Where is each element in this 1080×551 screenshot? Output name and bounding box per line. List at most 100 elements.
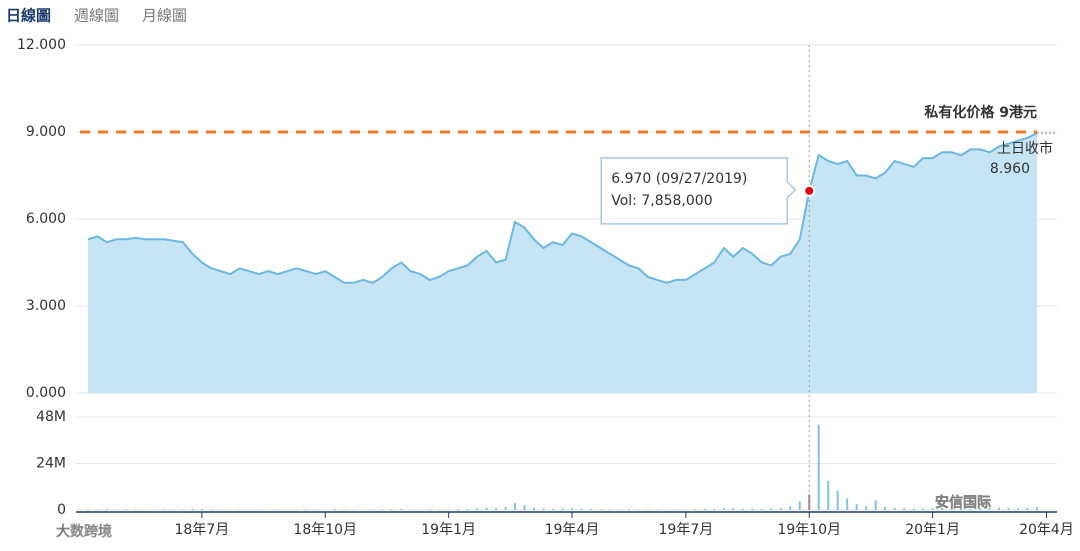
x-tick-label: 19年1月 — [421, 522, 476, 538]
volume-bar — [637, 509, 640, 510]
volume-bar — [580, 508, 583, 510]
volume-bar — [751, 508, 754, 510]
volume-bar — [295, 509, 298, 510]
volume-bar — [172, 509, 175, 510]
volume-bar — [438, 509, 441, 510]
tooltip-price: 6.970 (09/27/2019) — [611, 171, 747, 187]
last-close-label: 上日收市 — [997, 140, 1053, 157]
volume-bar — [210, 509, 213, 510]
volume-bar — [1026, 508, 1029, 510]
volume-bar — [87, 509, 89, 510]
volume-bar — [960, 508, 963, 510]
volume-bar — [760, 509, 763, 510]
volume-bar — [713, 508, 716, 510]
volume-bar — [96, 509, 99, 510]
tooltip-volume: Vol: 7,858,000 — [611, 193, 712, 209]
tab-daily[interactable]: 日線圖 — [6, 7, 51, 25]
x-tick-label: 18年10月 — [293, 522, 357, 538]
y-tick-label: 3.000 — [26, 298, 66, 314]
volume-bar — [428, 509, 431, 510]
volume-bar — [732, 508, 735, 510]
volume-bar — [846, 498, 849, 510]
volume-bar — [200, 509, 203, 510]
y-tick-label: 9.000 — [26, 124, 66, 140]
volume-bar — [466, 508, 469, 510]
volume-bar — [675, 509, 678, 510]
volume-bar — [352, 509, 355, 510]
volume-bar — [741, 508, 744, 510]
volume-bar — [1017, 508, 1020, 510]
volume-bar — [770, 508, 773, 510]
volume-bar — [476, 508, 479, 510]
volume-bar — [409, 509, 412, 510]
volume-bar — [1007, 508, 1010, 510]
volume-bar — [656, 509, 659, 510]
x-tick-label: 18年7月 — [175, 522, 230, 538]
volume-bar — [238, 509, 241, 510]
volume-bar — [979, 508, 982, 510]
volume-bar — [457, 509, 460, 510]
volume-bar — [447, 509, 450, 510]
volume-bar — [523, 505, 526, 510]
volume-bar — [589, 509, 592, 510]
volume-bar — [333, 509, 336, 510]
volume-bar — [390, 509, 393, 510]
price-line — [87, 132, 1038, 284]
overlay: 18年7月 18年10月 19年1月 19年4月 19年7月 19年10月 20年1月 20年… — [56, 45, 1074, 540]
volume-bar — [969, 508, 972, 510]
volume-bar — [722, 508, 725, 510]
volume-bar — [124, 509, 127, 510]
volume-bar — [371, 509, 374, 510]
watermark: 大数跨境 — [56, 524, 112, 540]
volume-bar — [684, 509, 687, 510]
volume-bar — [703, 509, 706, 510]
volume-bar — [504, 507, 507, 510]
volume-bar — [134, 509, 137, 510]
x-tick-label: 19年7月 — [659, 522, 714, 538]
volume-bar — [162, 509, 165, 510]
volume-bar — [798, 501, 801, 510]
volume-bar — [495, 508, 498, 510]
volume-bar — [219, 509, 222, 510]
volume-bar — [105, 509, 108, 510]
volume-bar — [618, 509, 621, 510]
volume-bar — [779, 508, 782, 510]
volume-bar — [181, 509, 184, 510]
y-tick-label: 0.000 — [26, 385, 66, 401]
tooltip-volume-mark — [808, 494, 811, 510]
x-tick-label: 20年4月 — [1019, 522, 1074, 538]
volume-bar — [533, 507, 536, 510]
x-tick-label: 20年1月 — [905, 522, 960, 538]
last-close-value: 8.960 — [990, 161, 1030, 177]
volume-bar — [694, 509, 697, 510]
volume-bar — [381, 509, 384, 510]
volume-bar — [855, 504, 858, 510]
volume-bar — [827, 480, 830, 510]
volume-bar — [893, 508, 896, 510]
volume-bar — [874, 500, 877, 510]
tooltip-box — [600, 157, 797, 225]
y2-tick-label: 48M — [36, 409, 66, 425]
volume-bar — [627, 509, 630, 510]
tab-monthly[interactable]: 月線圖 — [142, 7, 187, 25]
volume-bar — [276, 509, 279, 510]
volume-bar — [305, 509, 308, 510]
tab-weekly[interactable]: 週線圖 — [74, 7, 119, 25]
volume-bar — [922, 508, 925, 510]
x-tick-label: 19年4月 — [545, 522, 600, 538]
volume-bar — [257, 509, 260, 510]
y2-tick-label: 0 — [57, 502, 66, 518]
volume-bar — [884, 507, 887, 510]
volume-bar — [570, 508, 573, 510]
volume-bar — [115, 509, 118, 510]
volume-bar — [153, 509, 156, 510]
volume-bar — [646, 509, 649, 510]
y-tick-label: 12.000 — [17, 37, 66, 53]
volume-bar — [561, 508, 564, 510]
volume-bar — [865, 506, 868, 510]
volume-bar — [836, 490, 839, 510]
volume-bar — [789, 506, 792, 510]
volume-bar — [542, 508, 545, 510]
volume-bar — [903, 508, 906, 510]
